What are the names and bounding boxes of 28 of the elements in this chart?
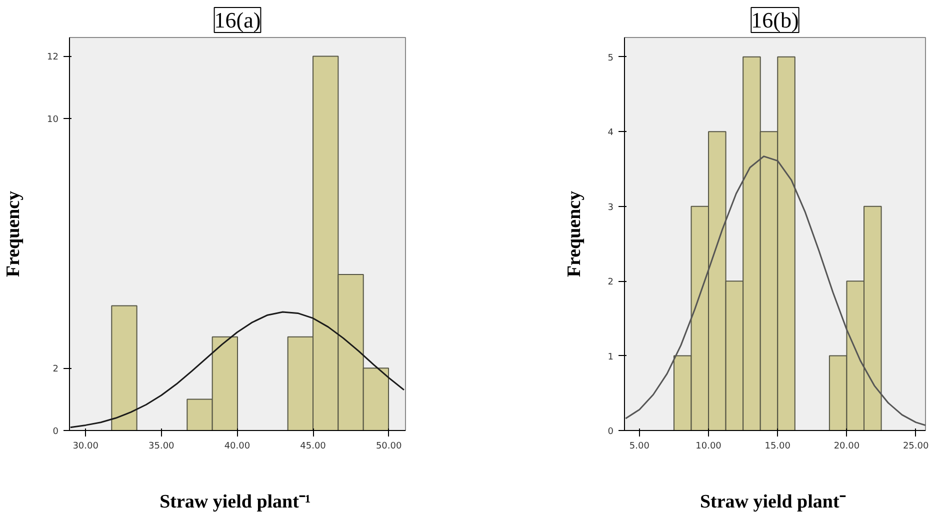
x-tick-label: 10.00	[696, 442, 722, 452]
x-tick-label: 45.00	[300, 442, 326, 452]
x-axis-title: Straw yield plant⁻	[700, 492, 846, 512]
x-tick-label: 20.00	[834, 442, 860, 452]
y-tick-label: 3	[608, 202, 614, 213]
y-tick-label: 2	[608, 278, 614, 288]
y-tick-label: 0	[608, 427, 614, 437]
x-tick-label: 30.00	[72, 442, 99, 452]
x-tick-label: 15.00	[764, 442, 791, 452]
y-tick-label: 10	[47, 115, 59, 126]
x-tick-label: 50.00	[376, 442, 402, 452]
chart-title: 16(a)	[214, 8, 261, 32]
x-tick-label: 40.00	[224, 442, 250, 452]
line-series	[624, 156, 926, 426]
x-tick-label: 5.00	[629, 442, 650, 452]
line-series	[70, 311, 405, 428]
x-axis-title: Straw yield plant⁻¹	[160, 492, 311, 512]
chart-title: 16(b)	[751, 8, 799, 32]
y-tick-label: 1	[608, 352, 614, 362]
y-tick-label: 4	[608, 128, 614, 138]
x-tick-label: 25.00	[902, 442, 929, 452]
y-tick-label: 5	[608, 53, 614, 64]
y-tick-label: 0	[52, 427, 59, 437]
y-tick-label: 2	[52, 364, 59, 375]
y-axis-title: Frequency	[564, 190, 585, 278]
x-tick-label: 35.00	[148, 442, 175, 452]
y-axis-title: Frequency	[3, 190, 24, 278]
y-tick-label: 12	[47, 52, 58, 63]
